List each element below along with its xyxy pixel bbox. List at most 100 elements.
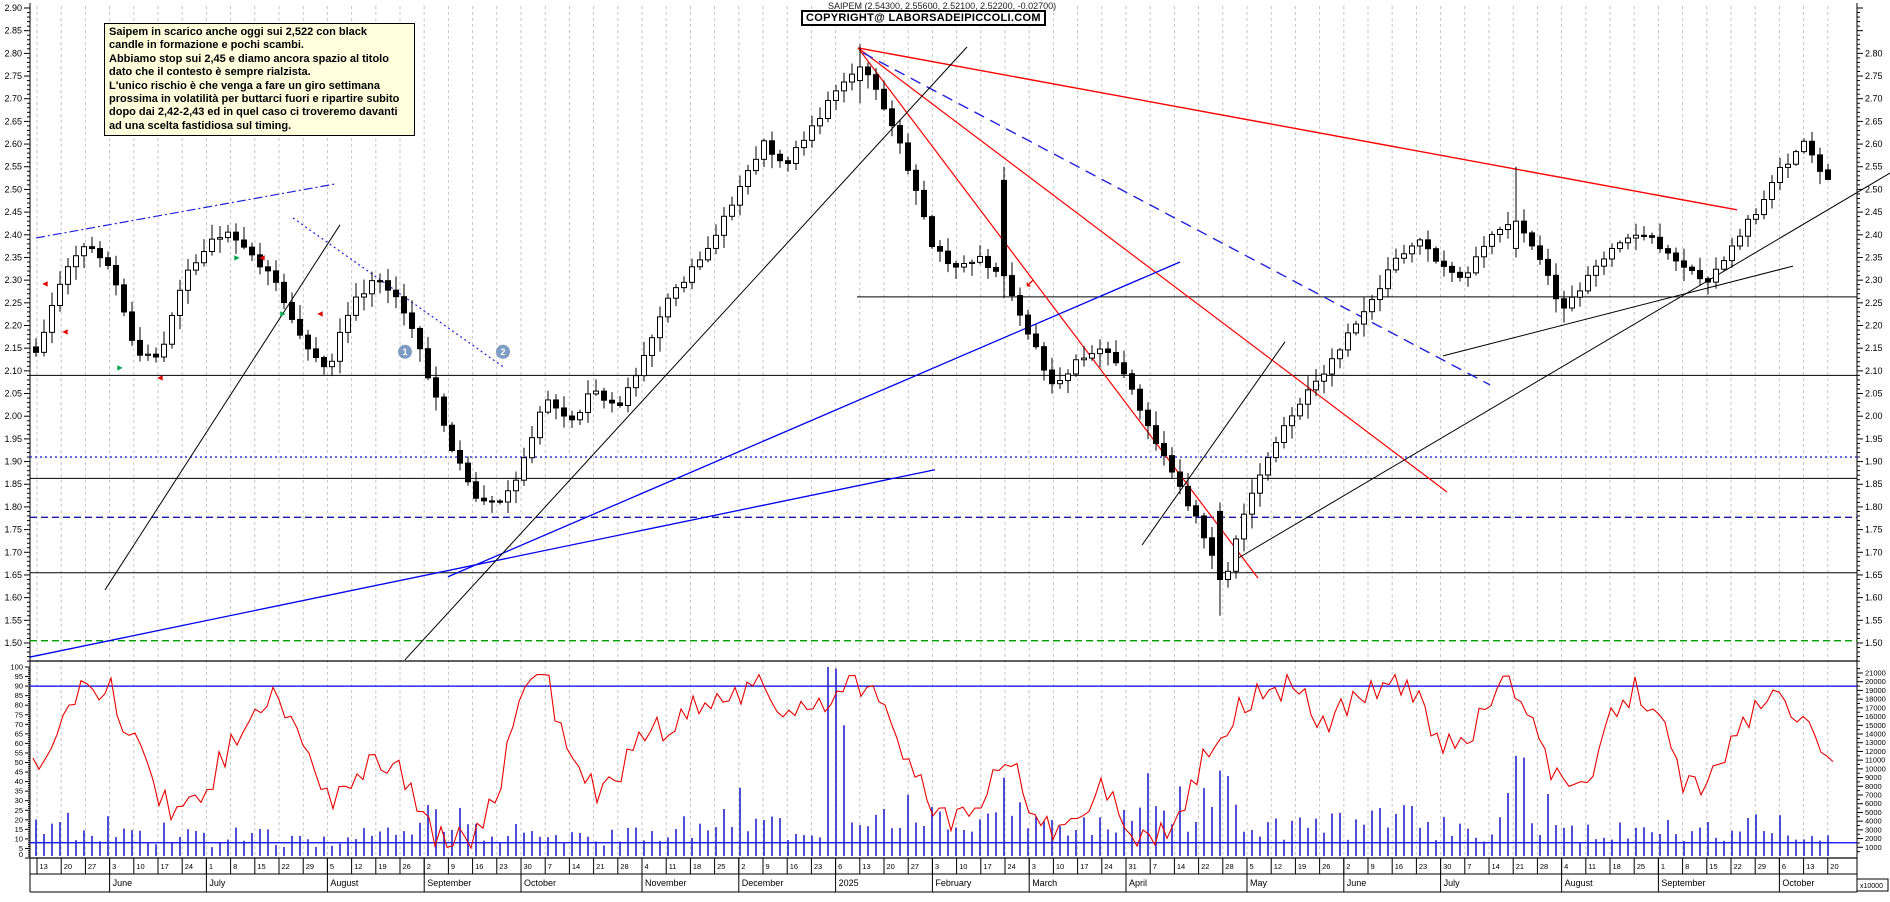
svg-text:1.75: 1.75 [1865,525,1883,535]
svg-text:11: 11 [669,862,677,871]
svg-text:16: 16 [475,862,483,871]
svg-text:2.75: 2.75 [1865,71,1883,81]
svg-text:2.05: 2.05 [4,389,22,399]
svg-text:17: 17 [1080,862,1088,871]
svg-text:1.55: 1.55 [1865,615,1883,625]
svg-text:30: 30 [15,796,23,805]
svg-text:20: 20 [15,815,23,824]
oscillator-axis: 0510152025303540455055606570758085909510… [10,663,30,859]
oscillator-line [32,672,1834,850]
svg-text:22: 22 [282,862,290,871]
svg-text:55: 55 [15,748,23,757]
svg-text:1.95: 1.95 [1865,434,1883,444]
svg-text:15000: 15000 [1865,721,1886,730]
svg-text:5: 5 [19,844,23,853]
svg-text:2.15: 2.15 [4,343,22,353]
date-axis: 13 20 27 3 10 17 24 1 8 15 22 29 5 12 19 26 2 9 16 23 30 7 14 2… [36,858,1839,892]
svg-text:31: 31 [1129,862,1137,871]
svg-text:8000: 8000 [1865,782,1882,791]
svg-text:13000: 13000 [1865,738,1886,747]
svg-text:2.20: 2.20 [1865,320,1883,330]
svg-text:26: 26 [1322,862,1330,871]
svg-text:1.95: 1.95 [4,434,22,444]
svg-text:19000: 19000 [1865,686,1886,695]
svg-text:3: 3 [935,862,939,871]
svg-text:29: 29 [306,862,314,871]
svg-text:90: 90 [15,682,23,691]
svg-text:6: 6 [838,862,842,871]
svg-text:1.80: 1.80 [1865,502,1883,512]
svg-text:2.40: 2.40 [4,230,22,240]
svg-text:1.60: 1.60 [4,593,22,603]
svg-text:March: March [1032,878,1057,888]
svg-text:70: 70 [15,720,23,729]
svg-text:35: 35 [15,787,23,796]
svg-text:2.55: 2.55 [4,162,22,172]
svg-text:2.90: 2.90 [4,3,22,13]
svg-text:25: 25 [1637,862,1645,871]
svg-text:1000: 1000 [1865,843,1882,852]
svg-text:2.20: 2.20 [4,320,22,330]
svg-text:10: 10 [1056,862,1064,871]
svg-text:September: September [427,878,471,888]
svg-text:September: September [1661,878,1705,888]
svg-text:15: 15 [15,825,23,834]
svg-text:4: 4 [1564,862,1568,871]
svg-text:►: ► [233,253,242,263]
note-line: Abbiamo stop sui 2,45 e diamo ancora spa… [109,52,389,65]
svg-text:13: 13 [1806,862,1814,871]
svg-text:23: 23 [814,862,822,871]
svg-text:2025: 2025 [839,878,859,888]
svg-text:2.50: 2.50 [4,184,22,194]
svg-text:21000: 21000 [1865,669,1886,678]
svg-text:July: July [209,878,226,888]
svg-text:2.25: 2.25 [4,298,22,308]
svg-text:20: 20 [1830,862,1838,871]
candlestick-series [33,44,1831,616]
svg-text:10000: 10000 [1865,764,1886,773]
analysis-note: Saipem in scarico anche oggi sui 2,522 c… [104,23,415,137]
svg-text:2.30: 2.30 [1865,275,1883,285]
svg-text:17: 17 [983,862,991,871]
svg-text:◄: ◄ [61,326,70,336]
svg-text:14: 14 [1492,862,1500,871]
svg-text:7: 7 [1153,862,1157,871]
svg-text:6000: 6000 [1865,799,1882,808]
svg-text:10: 10 [959,862,967,871]
svg-text:2.60: 2.60 [1865,139,1883,149]
svg-text:2.70: 2.70 [4,94,22,104]
svg-text:2.50: 2.50 [1865,184,1883,194]
annotation-markers: 1 2 ◄ ◄ ◄ ◄ ◄ ► ► ► ↙ [41,253,1035,383]
copyright-badge: COPYRIGHT@ LABORSADEIPICCOLI.COM [801,10,1046,26]
svg-text:1: 1 [402,347,407,357]
svg-text:65: 65 [15,729,23,738]
svg-text:21: 21 [1516,862,1524,871]
svg-text:2000: 2000 [1865,834,1882,843]
svg-text:9: 9 [766,862,770,871]
svg-text:2.80: 2.80 [4,48,22,58]
svg-text:◄: ◄ [41,278,50,288]
svg-text:14: 14 [1177,862,1185,871]
svg-text:100: 100 [10,663,23,672]
svg-text:2.80: 2.80 [1865,48,1883,58]
svg-text:17000: 17000 [1865,703,1886,712]
svg-text:45: 45 [15,768,23,777]
svg-text:November: November [645,878,687,888]
svg-text:2: 2 [500,347,505,357]
note-line: candle in formazione e pochi scambi. [109,39,304,52]
svg-text:24: 24 [1008,862,1016,871]
volume-axis: 1000200030004000500060007000800090001000… [1856,668,1889,892]
svg-text:2.55: 2.55 [1865,162,1883,172]
svg-text:28: 28 [620,862,628,871]
svg-text:↙: ↙ [1025,277,1034,289]
note-line: ad una scelta fastidiosa sul timing. [109,119,292,132]
svg-text:95: 95 [15,672,23,681]
trend-lines [29,46,1890,661]
svg-text:13: 13 [40,862,48,871]
svg-text:2.75: 2.75 [4,71,22,81]
svg-text:4: 4 [645,862,649,871]
svg-text:October: October [524,878,556,888]
svg-text:12: 12 [1274,862,1282,871]
